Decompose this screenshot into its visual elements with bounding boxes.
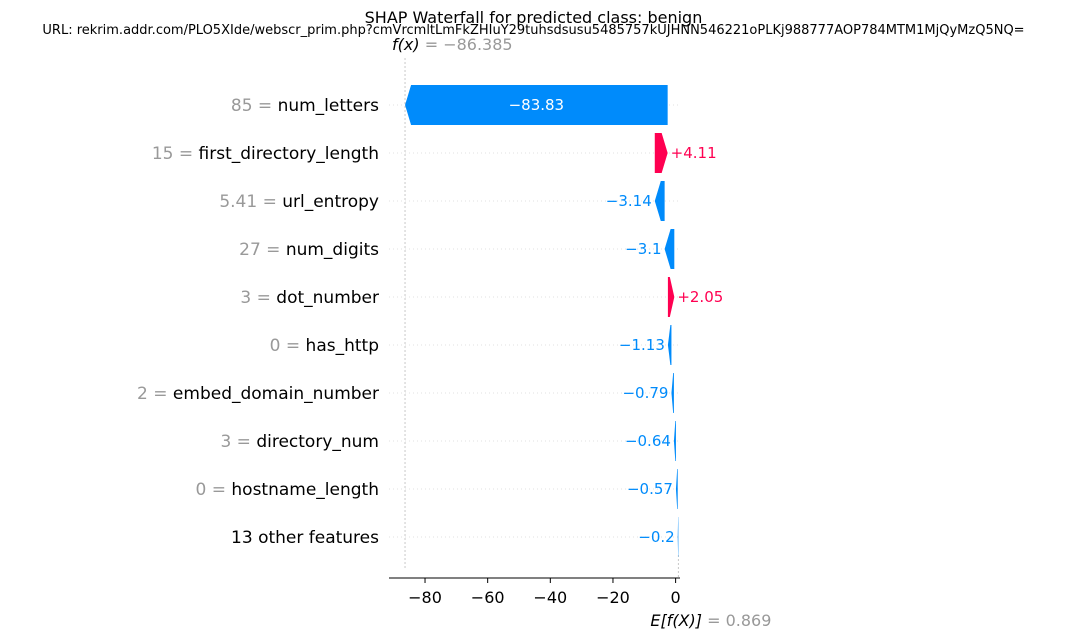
x-tick-label: −80 xyxy=(408,588,442,607)
shap-bar-num_letters xyxy=(405,85,668,125)
shap-value-label: +2.05 xyxy=(677,288,723,306)
chart-title: SHAP Waterfall for predicted class: beni… xyxy=(364,8,703,27)
feature-label: 27 = num_digits xyxy=(239,240,379,260)
feature-label: 13 other features xyxy=(231,528,379,548)
feature-label: 3 = dot_number xyxy=(240,288,379,308)
shap-bar-embed_domain_number xyxy=(671,373,674,413)
shap-value-label: +4.11 xyxy=(671,144,717,162)
shap-bar-dot_number xyxy=(667,277,675,317)
shap-bar-url_entropy xyxy=(654,181,665,221)
feature-label: 2 = embed_domain_number xyxy=(137,384,379,404)
base-value-annotation: E[f(X)] = 0.869 xyxy=(650,611,771,630)
feature-label: 85 = num_letters xyxy=(231,96,379,116)
shap-bar-directory_num xyxy=(673,421,676,461)
shap-value-label: −0.64 xyxy=(625,432,671,450)
feature-label: 0 = has_http xyxy=(270,336,379,356)
shap-bar-hostname_length xyxy=(675,469,678,509)
shap-value-label: −3.14 xyxy=(606,192,652,210)
shap-bar-has_http xyxy=(667,325,672,365)
shap-value-label: −0.57 xyxy=(627,480,673,498)
shap-value-label: −0.79 xyxy=(622,384,668,402)
shap-value-label: −3.1 xyxy=(625,240,661,258)
shap-value-label: −83.83 xyxy=(509,96,565,114)
x-tick-label: −40 xyxy=(533,588,567,607)
shap-value-label: −1.13 xyxy=(619,336,665,354)
shap-value-label: −0.2 xyxy=(638,528,674,546)
shap-bar-num_digits xyxy=(664,229,675,269)
feature-label: 15 = first_directory_length xyxy=(152,144,379,164)
x-tick-label: 0 xyxy=(671,588,681,607)
fx-annotation: f(x) = −86.385 xyxy=(392,35,513,54)
x-tick-label: −60 xyxy=(471,588,505,607)
feature-label: 0 = hostname_length xyxy=(196,480,379,500)
x-tick-label: −20 xyxy=(596,588,630,607)
feature-label: 5.41 = url_entropy xyxy=(219,192,379,212)
shap-bar-first_directory_length xyxy=(654,133,668,173)
feature-label: 3 = directory_num xyxy=(220,432,379,452)
chart-subtitle: URL: rekrim.addr.com/PLO5XIde/webscr_pri… xyxy=(42,23,1025,38)
shap-bar-13-other-features xyxy=(677,517,679,557)
